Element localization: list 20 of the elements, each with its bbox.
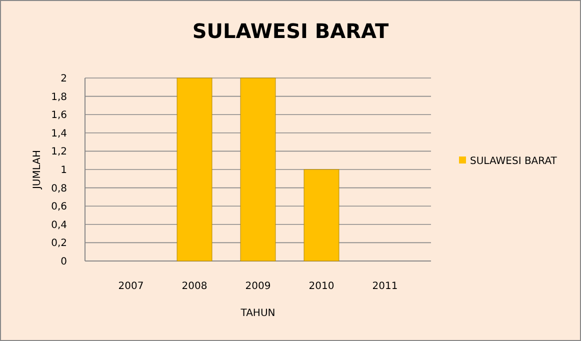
- x-tick-label: 2011: [372, 281, 398, 292]
- y-tick-label: 0,2: [51, 238, 67, 250]
- y-tick-label: 0,6: [51, 202, 67, 213]
- y-tick-label: 1,6: [51, 110, 67, 122]
- chart-title: SULAWESI BARAT: [192, 19, 389, 43]
- x-axis-title: TAHUN: [240, 308, 276, 319]
- x-tick-label: 2010: [308, 281, 334, 292]
- y-tick-label: 1,4: [51, 128, 67, 140]
- y-tick-label: 0,4: [51, 220, 67, 231]
- x-tick-label: 2009: [245, 281, 271, 292]
- y-tick-label: 1,2: [51, 146, 67, 158]
- y-axis-title: JUMLAH: [32, 150, 43, 190]
- x-tick-label: 2007: [118, 281, 144, 292]
- x-tick-label: 2008: [182, 281, 208, 292]
- y-tick-label: 1,8: [51, 92, 67, 103]
- y-tick-label: 2: [60, 74, 67, 84]
- y-tick-label: 0,8: [51, 183, 67, 194]
- y-tick-label: 1: [60, 165, 67, 176]
- y-tick-label: 0: [60, 256, 67, 268]
- legend-label: SULAWESI BARAT: [470, 156, 558, 167]
